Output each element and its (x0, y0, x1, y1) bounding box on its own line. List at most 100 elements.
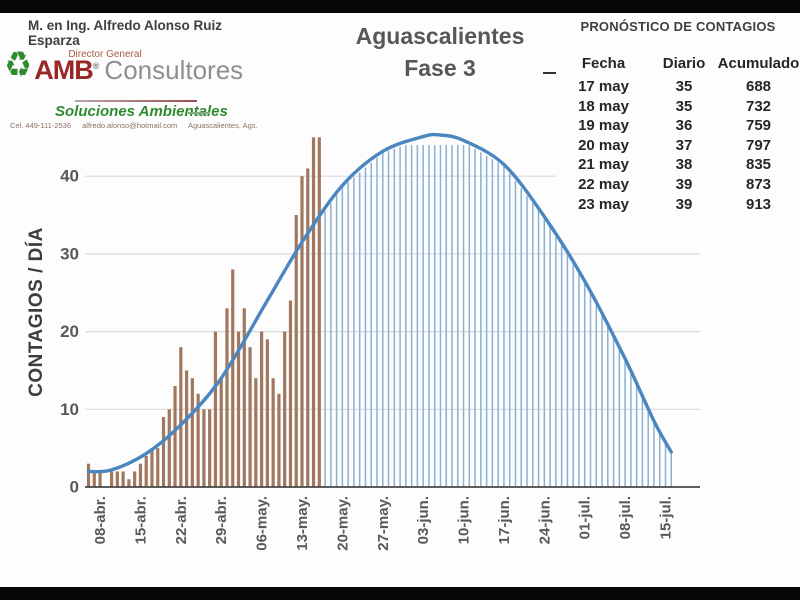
x-tick-label: 17-jun. (496, 496, 513, 544)
daily-cases-bar (121, 471, 125, 487)
brand-logo: ♻ AMB® Consultores (2, 44, 244, 86)
daily-cases-bar (127, 479, 131, 487)
daily-cases-bar (306, 168, 310, 487)
table-cell: 797 (745, 136, 772, 154)
page-title-line1: Aguascalientes (355, 23, 525, 49)
daily-cases-bar (254, 378, 258, 487)
daily-cases-bar (161, 417, 166, 487)
daily-cases-bar (173, 385, 177, 487)
daily-cases-bar (144, 455, 148, 487)
page-title: Aguascalientes Fase 3 (330, 20, 550, 84)
column-header: Acumulado (717, 55, 800, 72)
x-tick-label: 08-abr. (92, 496, 109, 544)
table-cell: 36 (675, 117, 693, 135)
daily-cases-bar (98, 471, 102, 487)
table-row: 22 may 39 873 (556, 175, 800, 195)
table-row: 23 may 39 913 (556, 195, 800, 215)
table-cell: 913 (745, 195, 772, 213)
daily-cases-bar (208, 409, 212, 487)
table-cell: 873 (745, 175, 772, 193)
table-cell: 19 may (578, 117, 629, 135)
forecast-header-row: Fecha Diario Acumulado (556, 55, 800, 72)
y-tick-label: 20 (60, 322, 79, 341)
daily-cases-bar (231, 269, 235, 487)
daily-cases-bar (265, 339, 269, 487)
daily-cases-bar (150, 448, 154, 487)
daily-cases-bar (317, 137, 321, 487)
daily-cases-bar (167, 409, 171, 487)
x-tick-label: 20-may. (334, 496, 351, 551)
registered-mark-icon: ® (92, 61, 100, 71)
table-cell: 38 (675, 156, 693, 174)
daily-cases-bar (179, 347, 183, 487)
daily-cases-bar (311, 137, 316, 487)
daily-cases-bar (248, 347, 252, 487)
forecast-table-title: PRONÓSTICO DE CONTAGIOS (580, 19, 776, 34)
x-tick-label: 10-jun. (456, 496, 473, 544)
contact-location: Aguascalientes, Ags. (187, 121, 258, 130)
x-tick-label: 27-may. (375, 496, 392, 551)
daily-cases-bar (138, 463, 143, 487)
table-cell: 20 may (578, 136, 629, 154)
daily-cases-bar (225, 308, 229, 487)
company-logo-block: M. en Ing. Alfredo Alonso Ruiz Esparza D… (0, 13, 257, 130)
brand-name: Consultores (104, 55, 244, 85)
table-row: 17 may 35 688 (556, 77, 800, 97)
table-row: 20 may 37 797 (556, 136, 800, 156)
daily-cases-bar (300, 176, 304, 487)
forecast-table-panel: PRONÓSTICO DE CONTAGIOS Fecha Diario Acumu… (556, 14, 800, 216)
contact-email: alfredo.alonso@hotmail.com (82, 121, 178, 130)
table-cell: 39 (675, 175, 693, 193)
table-cell: 37 (675, 136, 693, 154)
x-tick-label: 29-abr. (213, 496, 230, 544)
daily-cases-bar (294, 215, 298, 488)
table-cell: 21 may (578, 156, 629, 174)
daily-cases-bar (115, 471, 119, 487)
table-cell: 759 (745, 117, 772, 135)
daily-cases-bar (202, 409, 206, 487)
x-tick-label: 15-abr. (132, 496, 149, 544)
x-tick-label: 24-jun. (536, 496, 553, 544)
daily-cases-bar (271, 378, 275, 487)
column-header: Diario (662, 55, 706, 72)
table-cell: 35 (675, 78, 693, 95)
daily-cases-bar (288, 300, 293, 487)
table-cell: 35 (675, 97, 693, 115)
x-tick-label: 06-may. (254, 496, 271, 551)
daily-cases-bar (242, 308, 246, 487)
page-title-line2: Fase 3 (404, 55, 476, 81)
y-tick-label: 0 (70, 478, 79, 497)
brand-underline (75, 100, 197, 102)
tagline-dash (188, 112, 210, 114)
column-header: Fecha (581, 55, 626, 72)
top-letterbox-bar (0, 0, 800, 13)
consultant-name: M. en Ing. Alfredo Alonso Ruiz Esparza (28, 18, 222, 48)
daily-cases-bar (283, 331, 287, 487)
table-cell: 688 (745, 78, 772, 95)
x-tick-label: 13-may. (294, 496, 311, 551)
x-tick-label: 08-jul. (617, 496, 634, 539)
brand-tagline: Soluciones Ambientales (55, 103, 228, 120)
table-cell: 22 may (578, 175, 629, 193)
daily-cases-bar (277, 393, 281, 487)
daily-cases-bar (92, 471, 96, 487)
daily-cases-bar (190, 378, 194, 487)
daily-cases-bar (184, 370, 189, 487)
table-row: 18 may 35 732 (556, 97, 800, 117)
daily-cases-bar (196, 393, 200, 487)
daily-cases-bar (86, 463, 91, 487)
recycle-icon: ♻ (4, 44, 32, 85)
daily-cases-bar (109, 471, 114, 487)
daily-cases-bar (133, 471, 137, 487)
table-row: 19 may 36 759 (556, 116, 800, 136)
table-cell: 23 may (578, 195, 629, 213)
x-tick-label: 22-abr. (173, 496, 190, 544)
daily-cases-bar (156, 448, 160, 487)
table-cell: 39 (675, 195, 693, 213)
brand-abbr: AMB® (34, 55, 100, 85)
x-tick-label: 01-jul. (577, 496, 594, 539)
consultant-title: Director General (68, 49, 142, 60)
daily-cases-bar (213, 331, 218, 487)
